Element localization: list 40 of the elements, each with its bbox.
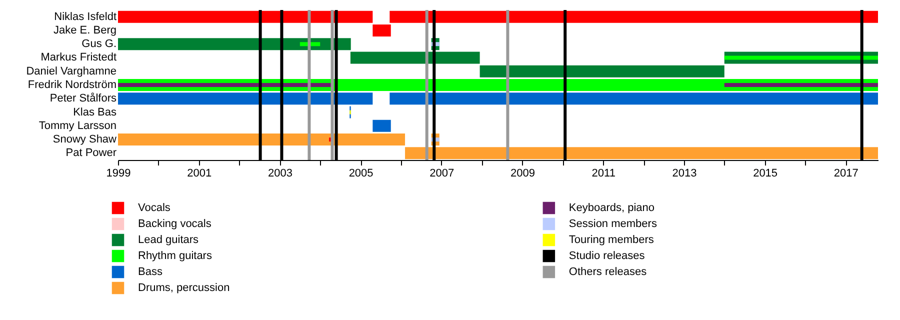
y-tick-label: Snowy Shaw	[52, 134, 117, 146]
x-tick-label: 2005	[348, 168, 374, 180]
y-tick-label: Niklas Isfeldt	[54, 10, 116, 23]
bar	[118, 134, 406, 146]
x-tick-label: 1999	[106, 168, 131, 180]
bar	[390, 92, 878, 105]
legend-label: Vocals	[138, 202, 171, 214]
legend-label: Backing vocals	[138, 218, 212, 230]
x-tick-label: 2003	[268, 168, 292, 180]
x-tick-label: 2011	[592, 168, 616, 180]
bar	[118, 92, 373, 105]
x-tick-label: 2007	[430, 168, 454, 180]
x-tick-label: 2009	[510, 168, 535, 180]
y-tick-label: Tommy Larsson	[38, 120, 116, 132]
legend-label: Touring members	[568, 234, 654, 246]
y-tick-label: Klas Bas	[73, 106, 117, 118]
y-tick-label: Gus G.	[82, 38, 116, 50]
bar	[724, 56, 878, 60]
bar	[118, 10, 373, 23]
x-tick-label: 2013	[672, 168, 697, 180]
bar	[372, 120, 391, 132]
legend-label: Session members	[568, 218, 658, 230]
x-tick-label: 2015	[753, 168, 778, 180]
legend-label: Drums, percussion	[138, 282, 230, 294]
x-tick-label: 2017	[834, 168, 858, 180]
legend-label: Others releases	[568, 266, 648, 278]
legend-label: Studio releases	[568, 250, 646, 262]
x-tick-label: 2001	[187, 168, 212, 180]
y-tick-label: Jake E. Berg	[54, 24, 116, 36]
y-tick-label: Markus Fristedt	[40, 52, 116, 64]
y-tick-label: Fredrik Nordström	[28, 79, 116, 91]
legend-label: Lead guitars	[138, 234, 200, 246]
y-tick-label: Daniel Varghamne	[26, 65, 116, 78]
legend-label: Bass	[138, 266, 163, 278]
legend-label: Rhythm guitars	[138, 250, 212, 262]
y-tick-label: Peter Stålfors	[50, 92, 117, 105]
bar	[724, 83, 878, 87]
legend-label: Keyboards, piano	[568, 202, 655, 214]
bar	[480, 65, 724, 78]
y-tick-label: Pat Power	[66, 147, 117, 160]
